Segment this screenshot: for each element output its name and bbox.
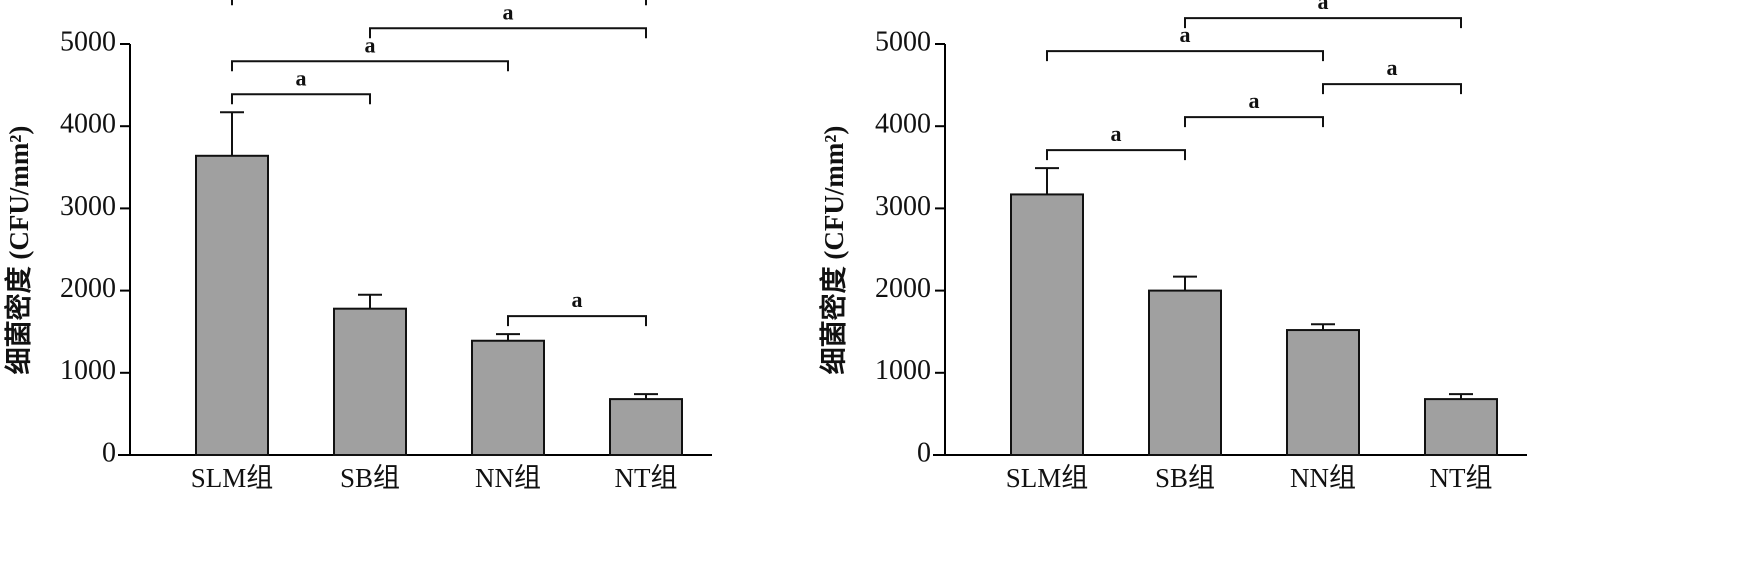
bar — [609, 398, 683, 457]
significance-bracket — [1046, 50, 1324, 62]
y-tick-label: 5000 — [875, 26, 931, 57]
significance-bracket — [231, 60, 509, 72]
significance-label: a — [1387, 55, 1398, 80]
significance-label: a — [296, 65, 307, 90]
chart-panel: 细菌密度 (CFU/mm²) 0 1000 2000 3000 4000 5000 SLM组 S… — [818, 0, 1527, 493]
significance-label: a — [572, 287, 583, 312]
x-tick-label: NN组 — [1290, 463, 1356, 493]
y-tick-label: 2000 — [875, 273, 931, 304]
error-bar — [358, 293, 382, 309]
bar — [1010, 193, 1084, 456]
y-tick-label: 3000 — [875, 191, 931, 222]
error-bar — [634, 393, 658, 400]
error-bar — [1311, 323, 1335, 331]
significance-bracket — [231, 0, 647, 6]
bar — [1148, 289, 1222, 456]
y-tick-label: 1000 — [60, 355, 116, 386]
y-axis-title: 细菌密度 (CFU/mm²) — [3, 126, 34, 375]
x-tick-label: SLM组 — [1006, 463, 1089, 493]
significance-bracket — [231, 93, 371, 105]
significance-bracket — [1184, 17, 1462, 29]
significance-label: a — [365, 32, 376, 57]
y-tick-label: 0 — [102, 437, 116, 468]
error-bar — [1035, 167, 1059, 195]
error-bar — [220, 111, 244, 156]
x-tick-label: SB组 — [1155, 463, 1215, 493]
significance-label: a — [1111, 121, 1122, 146]
chart-panel: 细菌密度 (CFU/mm²) 0 1000 2000 3000 4000 5000 SLM组 S… — [3, 0, 712, 493]
bar — [471, 339, 545, 457]
y-tick-label: 4000 — [875, 109, 931, 140]
bar — [195, 154, 269, 457]
error-bar — [1173, 275, 1197, 291]
y-tick-label: 5000 — [60, 26, 116, 57]
significance-label: a — [1318, 0, 1329, 14]
y-tick-label: 1000 — [875, 355, 931, 386]
error-bar — [1449, 393, 1473, 400]
y-tick-label: 0 — [917, 437, 931, 468]
significance-bracket — [1046, 149, 1186, 161]
x-tick-label: NT组 — [615, 463, 678, 493]
significance-label: a — [503, 0, 514, 24]
error-bar — [496, 333, 520, 341]
significance-bracket — [1184, 116, 1324, 128]
bar — [1286, 329, 1360, 456]
x-tick-label: SLM组 — [191, 463, 274, 493]
y-tick-label: 3000 — [60, 191, 116, 222]
significance-label: a — [1249, 88, 1260, 113]
bar — [1424, 398, 1498, 457]
significance-label: a — [1180, 22, 1191, 47]
significance-bracket — [1322, 83, 1462, 95]
significance-bracket — [507, 315, 647, 327]
y-tick-label: 2000 — [60, 273, 116, 304]
x-tick-label: NT组 — [1430, 463, 1493, 493]
bar — [333, 307, 407, 456]
y-axis-title: 细菌密度 (CFU/mm²) — [818, 126, 849, 375]
x-tick-label: SB组 — [340, 463, 400, 493]
x-tick-label: NN组 — [475, 463, 541, 493]
y-tick-label: 4000 — [60, 109, 116, 140]
significance-bracket — [369, 27, 647, 39]
